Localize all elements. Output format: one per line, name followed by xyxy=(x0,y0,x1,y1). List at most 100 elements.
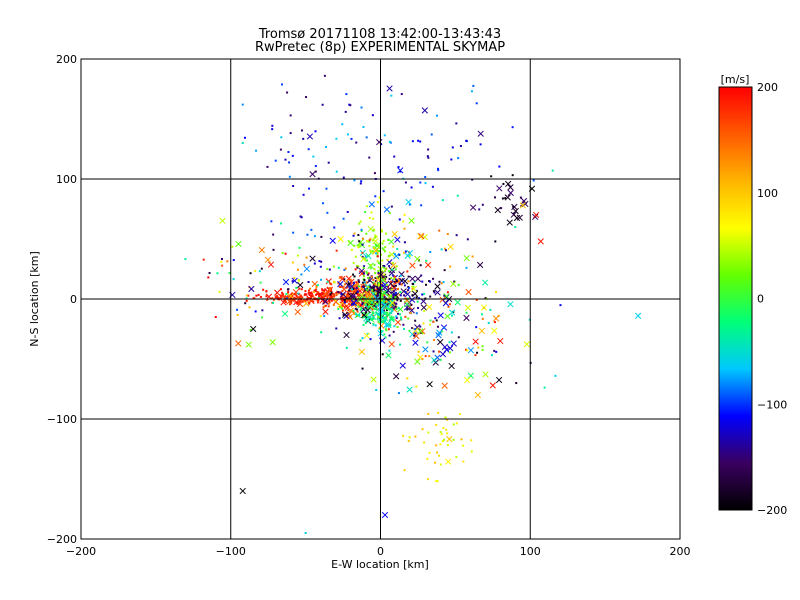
data-point xyxy=(300,216,303,219)
data-point xyxy=(358,295,361,298)
data-point-cross xyxy=(381,315,389,322)
data-point xyxy=(443,269,446,272)
data-point xyxy=(374,324,377,327)
data-point-cross xyxy=(329,237,336,244)
data-point xyxy=(384,300,387,303)
data-point xyxy=(373,302,376,305)
data-point xyxy=(378,283,381,286)
data-point xyxy=(451,314,454,317)
data-point-cross xyxy=(507,301,514,308)
x-axis-label: E-W location [km] xyxy=(331,558,429,571)
data-point xyxy=(369,338,372,341)
data-point xyxy=(382,248,385,251)
data-point xyxy=(398,279,401,282)
data-point xyxy=(352,303,355,306)
data-point xyxy=(360,286,363,289)
data-point xyxy=(357,234,360,237)
data-point xyxy=(352,291,355,294)
data-point xyxy=(221,264,224,267)
data-point xyxy=(394,284,397,287)
data-point xyxy=(455,122,458,125)
data-point xyxy=(362,266,365,269)
data-point xyxy=(341,123,344,126)
data-point xyxy=(184,258,187,261)
data-point xyxy=(392,330,395,333)
data-point xyxy=(232,259,235,262)
data-point xyxy=(236,308,239,311)
data-point-cross xyxy=(447,243,454,250)
data-point-cross xyxy=(511,203,518,211)
data-point xyxy=(399,316,402,319)
data-point xyxy=(365,205,368,208)
data-point xyxy=(385,300,388,303)
data-point-cross xyxy=(397,167,404,174)
data-point xyxy=(377,315,380,318)
data-point xyxy=(308,187,311,190)
data-point xyxy=(347,282,350,285)
data-point xyxy=(424,355,427,358)
data-point xyxy=(427,412,430,415)
data-point-cross xyxy=(507,189,514,197)
data-point-cross xyxy=(412,327,419,334)
data-point xyxy=(281,291,284,294)
y-tick-label: 200 xyxy=(56,53,77,66)
data-point xyxy=(411,294,414,297)
data-point xyxy=(307,289,310,292)
data-point xyxy=(345,297,348,300)
data-point xyxy=(311,294,314,297)
data-point xyxy=(360,287,363,290)
data-point-cross xyxy=(505,180,512,188)
data-point xyxy=(373,263,376,266)
data-point xyxy=(426,341,429,344)
data-point xyxy=(471,255,474,258)
data-point xyxy=(419,264,422,267)
data-point xyxy=(437,169,440,172)
data-point-cross xyxy=(303,300,310,307)
data-point xyxy=(338,285,341,288)
data-point xyxy=(354,307,357,310)
data-point xyxy=(395,315,398,318)
data-point xyxy=(375,304,378,307)
data-point-cross xyxy=(372,247,380,254)
data-point xyxy=(398,253,401,256)
data-point xyxy=(393,278,396,281)
data-point xyxy=(383,299,386,302)
data-point-cross xyxy=(381,281,389,288)
data-point xyxy=(390,280,393,283)
data-point xyxy=(254,269,257,272)
data-point xyxy=(340,275,343,278)
data-point xyxy=(412,285,415,288)
data-point xyxy=(415,312,418,315)
data-point xyxy=(354,255,357,258)
data-point xyxy=(390,295,393,298)
data-point xyxy=(382,309,385,312)
data-point xyxy=(408,436,411,439)
data-point xyxy=(383,303,386,306)
data-point xyxy=(355,287,358,290)
data-point xyxy=(343,268,346,271)
data-point xyxy=(367,305,370,308)
data-point xyxy=(368,216,371,219)
data-point xyxy=(377,282,380,285)
data-point xyxy=(429,250,432,253)
data-point xyxy=(249,328,252,331)
data-point xyxy=(377,261,380,264)
data-point xyxy=(495,290,498,293)
data-point-cross xyxy=(366,294,373,302)
data-point-cross xyxy=(437,338,444,346)
data-point xyxy=(493,321,496,324)
data-point xyxy=(310,291,313,294)
data-point xyxy=(462,460,465,463)
data-point xyxy=(370,211,373,214)
data-point xyxy=(361,237,364,240)
data-point xyxy=(380,289,383,292)
data-point xyxy=(481,203,484,206)
data-point xyxy=(398,293,401,296)
data-point xyxy=(340,293,343,296)
data-point xyxy=(417,139,420,142)
data-point xyxy=(391,309,394,312)
data-point xyxy=(457,157,460,160)
data-point xyxy=(396,247,399,250)
data-point-cross xyxy=(350,292,357,300)
data-point xyxy=(448,303,451,306)
